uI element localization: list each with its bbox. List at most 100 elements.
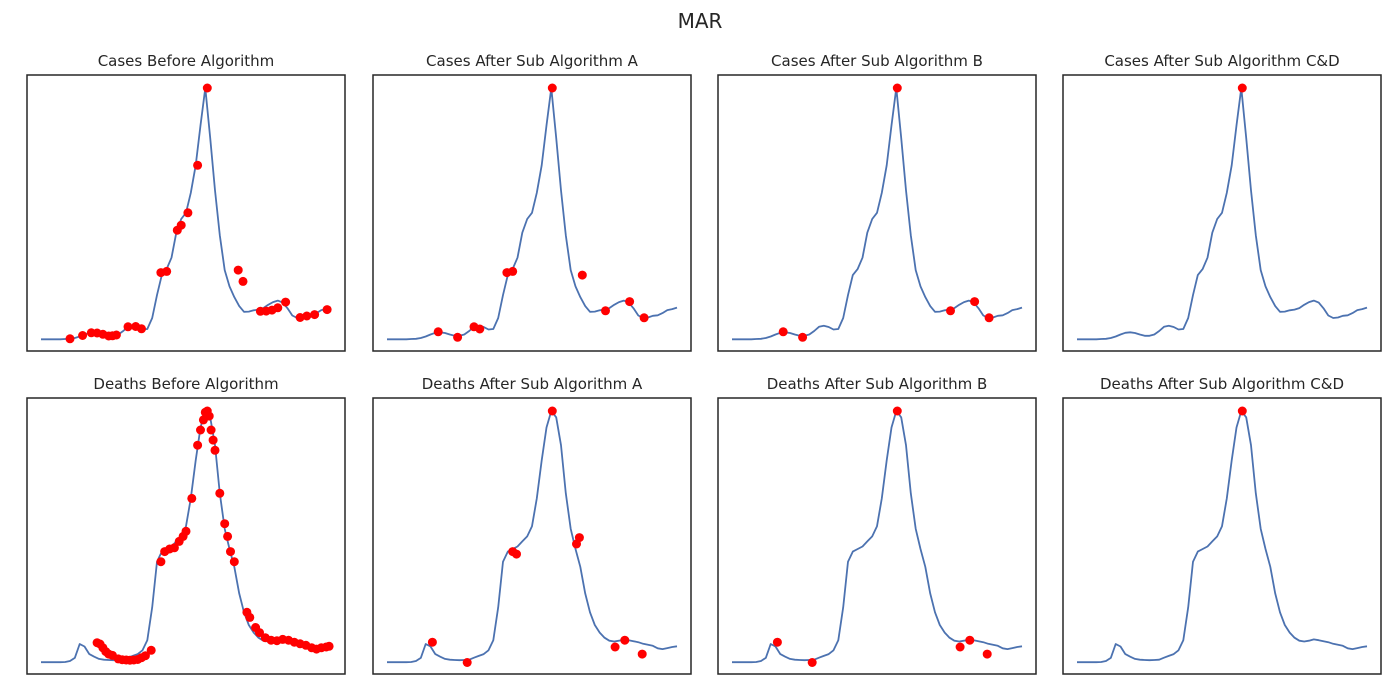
marker-point: [574, 533, 584, 543]
marker-point: [215, 488, 225, 498]
marker-point: [453, 332, 463, 342]
plot-frame: [372, 74, 692, 352]
marker-point: [310, 310, 320, 320]
marker-point: [273, 303, 283, 313]
subplot-title: Deaths After Sub Algorithm C&D: [1100, 375, 1344, 393]
plot-area: [1077, 406, 1368, 664]
marker-point: [295, 313, 305, 322]
marker-point: [547, 406, 557, 416]
subplot-title: Deaths After Sub Algorithm A: [422, 375, 643, 393]
marker-point: [193, 160, 203, 170]
marker-point: [427, 637, 437, 647]
marker-point: [610, 642, 620, 652]
marker-point: [255, 628, 264, 638]
marker-point: [206, 425, 216, 435]
subplot-title: Deaths After Sub Algorithm B: [767, 375, 988, 393]
plot-frame: [26, 397, 346, 675]
subplot-title: Cases Before Algorithm: [98, 52, 275, 70]
subplot-cases-after-b: Cases After Sub Algorithm B: [717, 52, 1037, 352]
plot-area: [732, 83, 1023, 342]
series-line: [387, 410, 678, 664]
plot-area: [732, 406, 1023, 667]
marker-point: [65, 334, 75, 344]
marker-point: [233, 265, 243, 275]
plot-area: [387, 83, 678, 342]
marker-point: [601, 306, 610, 316]
plot-frame: [717, 397, 1037, 675]
marker-point: [984, 313, 994, 323]
marker-point: [798, 332, 808, 342]
marker-point: [137, 324, 146, 334]
marker-point: [639, 313, 649, 323]
subplot-title: Cases After Sub Algorithm A: [426, 52, 639, 70]
marker-point: [181, 526, 191, 536]
marker-point: [970, 297, 980, 307]
figure-title: MAR: [677, 9, 723, 33]
plot-frame: [1062, 397, 1382, 675]
marker-point: [238, 276, 248, 286]
series-line: [1077, 410, 1368, 664]
marker-point: [1237, 83, 1247, 93]
marker-point: [202, 83, 212, 93]
marker-point: [625, 297, 635, 307]
subplot-deaths-after-cd: Deaths After Sub Algorithm C&D: [1062, 375, 1382, 675]
marker-point: [281, 297, 291, 307]
marker-point: [982, 649, 992, 659]
marker-point: [955, 642, 965, 652]
plot-area: [41, 83, 332, 344]
marker-point: [169, 543, 179, 553]
marker-point: [772, 637, 782, 647]
subplot-cases-after-cd: Cases After Sub Algorithm C&D: [1062, 52, 1382, 352]
marker-point: [322, 305, 332, 315]
marker-point: [462, 658, 472, 667]
marker-point: [226, 547, 235, 557]
subplot-cases-after-a: Cases After Sub Algorithm A: [372, 52, 692, 352]
marker-point: [78, 331, 88, 340]
subplot-deaths-before: Deaths Before Algorithm: [26, 375, 346, 675]
marker-point: [146, 645, 156, 655]
marker-point: [512, 549, 521, 559]
marker-point: [807, 658, 817, 667]
series-line: [1077, 87, 1368, 341]
marker-point: [1237, 406, 1247, 416]
marker-point: [220, 519, 230, 529]
marker-point: [547, 83, 557, 93]
subplot-title: Cases After Sub Algorithm C&D: [1104, 52, 1339, 70]
marker-point: [187, 493, 197, 503]
marker-point: [946, 306, 955, 316]
subplot-cases-before: Cases Before Algorithm: [26, 52, 346, 352]
marker-point: [433, 327, 443, 337]
plot-frame: [26, 74, 346, 352]
marker-point: [210, 445, 220, 455]
marker-point: [637, 649, 647, 659]
marker-point: [140, 651, 150, 661]
marker-point: [302, 311, 312, 321]
plot-area: [387, 406, 678, 667]
marker-point: [620, 635, 630, 645]
marker-point: [508, 266, 518, 276]
plot-frame: [717, 74, 1037, 352]
plot-frame: [1062, 74, 1382, 352]
series-line: [732, 410, 1023, 664]
subplot-deaths-after-b: Deaths After Sub Algorithm B: [717, 375, 1037, 675]
subplot-title: Deaths Before Algorithm: [93, 375, 278, 393]
marker-point: [162, 266, 172, 276]
marker-point: [183, 208, 193, 218]
plot-area: [1077, 83, 1368, 341]
marker-point: [475, 324, 485, 334]
marker-point: [193, 440, 203, 450]
marker-point: [223, 531, 233, 541]
marker-point: [245, 612, 255, 622]
marker-point: [324, 641, 334, 651]
plot-area: [41, 406, 334, 665]
marker-point: [892, 406, 902, 416]
marker-point: [123, 322, 133, 332]
marker-point: [577, 270, 587, 280]
marker-point: [196, 425, 205, 435]
marker-point: [892, 83, 902, 93]
marker-point: [204, 411, 214, 421]
marker-point: [965, 635, 975, 645]
subplot-deaths-after-a: Deaths After Sub Algorithm A: [372, 375, 692, 675]
marker-point: [229, 557, 239, 567]
